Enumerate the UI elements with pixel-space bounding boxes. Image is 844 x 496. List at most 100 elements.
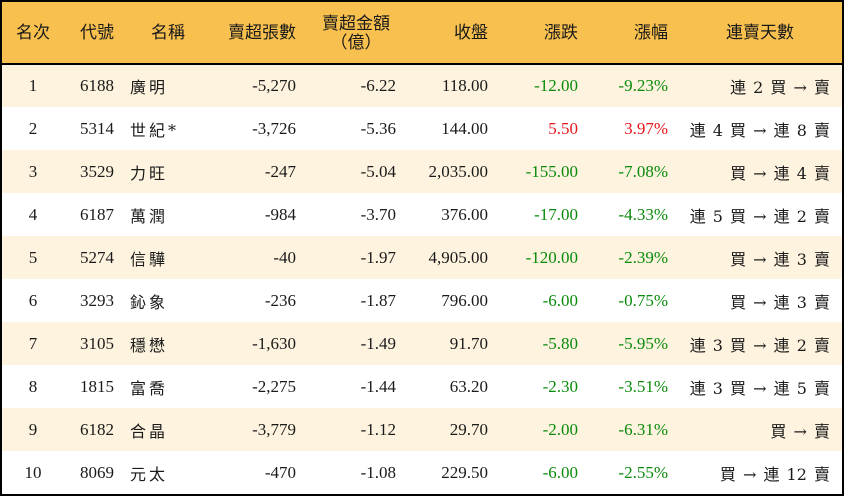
change-pct-cell: -4.33% — [618, 204, 668, 224]
header-close: 收盤 — [454, 23, 488, 42]
name-cell: 富喬 — [130, 378, 169, 398]
net-sell-lots-cell: -236 — [264, 290, 296, 310]
code-cell: 3105 — [80, 333, 114, 353]
change-cell: -6.00 — [542, 462, 578, 482]
rank-cell: 7 — [28, 333, 38, 353]
table-row: 9 6182 合晶 -3,779 -1.12 29.70 -2.00 -6.31… — [2, 408, 842, 451]
name-cell: 萬潤 — [130, 206, 169, 226]
change-cell: 5.50 — [548, 118, 578, 138]
net-sell-lots-cell: -247 — [264, 161, 296, 181]
header-net-sell-amount-line1: 賣超金額 — [322, 13, 390, 33]
code-cell: 5314 — [80, 118, 114, 138]
close-cell: 229.50 — [441, 462, 488, 482]
net-sell-amount-cell: -1.49 — [360, 333, 396, 353]
header-rank: 名次 — [16, 23, 50, 42]
header-code: 代號 — [80, 23, 114, 42]
close-cell: 796.00 — [441, 290, 488, 310]
rank-cell: 1 — [28, 76, 38, 95]
header-change: 漲跌 — [544, 23, 578, 42]
rank-cell: 2 — [28, 118, 38, 138]
close-cell: 376.00 — [441, 204, 488, 224]
change-pct-cell: -2.39% — [618, 247, 668, 267]
streak-cell: 買 → 連 4 賣 — [730, 163, 830, 183]
table-row: 1 6188 廣明 -5,270 -6.22 118.00 -12.00 -9.… — [2, 64, 842, 107]
net-sell-amount-cell: -6.22 — [360, 76, 396, 95]
header-net-sell-amount-line2: （億） — [330, 32, 382, 52]
rank-cell: 9 — [28, 419, 38, 439]
change-cell: -6.00 — [542, 290, 578, 310]
change-pct-cell: -3.51% — [618, 376, 668, 396]
code-cell: 3529 — [80, 161, 114, 181]
table-row: 6 3293 鈊象 -236 -1.87 796.00 -6.00 -0.75%… — [2, 279, 842, 322]
close-cell: 63.20 — [449, 376, 488, 396]
code-cell: 5274 — [80, 247, 114, 267]
name-cell: 廣明 — [130, 78, 169, 97]
change-cell: -2.30 — [542, 376, 578, 396]
code-cell: 1815 — [80, 376, 114, 396]
table-row: 10 8069 元太 -470 -1.08 229.50 -6.00 -2.55… — [2, 451, 842, 494]
name-cell: 元太 — [130, 464, 169, 484]
net-sell-lots-cell: -470 — [264, 462, 296, 482]
change-pct-cell: -9.23% — [618, 76, 668, 95]
close-cell: 2,035.00 — [428, 161, 489, 181]
change-pct-cell: -2.55% — [618, 462, 668, 482]
table-row: 3 3529 力旺 -247 -5.04 2,035.00 -155.00 -7… — [2, 150, 842, 193]
net-sell-amount-cell: -1.97 — [360, 247, 396, 267]
name-cell: 穩懋 — [130, 335, 169, 355]
rank-cell: 4 — [28, 204, 38, 224]
streak-cell: 連 3 買 → 連 5 賣 — [689, 378, 830, 398]
rank-cell: 3 — [28, 161, 38, 181]
close-cell: 29.70 — [449, 419, 488, 439]
code-cell: 6188 — [80, 76, 114, 95]
code-cell: 3293 — [80, 290, 114, 310]
header-streak: 連賣天數 — [726, 23, 794, 42]
streak-cell: 買 → 連 12 賣 — [719, 464, 830, 484]
net-sell-amount-cell: -3.70 — [360, 204, 396, 224]
change-pct-cell: -5.95% — [618, 333, 668, 353]
header-net-sell-amount: 賣超金額 （億） — [306, 2, 406, 64]
streak-cell: 連 4 買 → 連 8 賣 — [689, 120, 830, 140]
close-cell: 4,905.00 — [428, 247, 489, 267]
net-sell-lots-cell: -5,270 — [252, 76, 296, 95]
net-sell-amount-cell: -5.04 — [360, 161, 396, 181]
rank-cell: 10 — [24, 462, 42, 482]
code-cell: 6187 — [80, 204, 114, 224]
net-sell-amount-cell: -5.36 — [360, 118, 396, 138]
net-sell-lots-cell: -984 — [264, 204, 296, 224]
net-sell-lots-cell: -3,779 — [252, 419, 296, 439]
rank-cell: 8 — [28, 376, 38, 396]
change-pct-cell: -6.31% — [618, 419, 668, 439]
table-row: 4 6187 萬潤 -984 -3.70 376.00 -17.00 -4.33… — [2, 193, 842, 236]
code-cell: 8069 — [80, 462, 114, 482]
net-sell-amount-cell: -1.12 — [360, 419, 396, 439]
rank-cell: 6 — [28, 290, 38, 310]
header-net-sell-lots: 賣超張數 — [228, 23, 296, 42]
close-cell: 118.00 — [441, 76, 488, 95]
close-cell: 144.00 — [441, 118, 488, 138]
net-sell-amount-cell: -1.08 — [360, 462, 396, 482]
streak-cell: 買 → 連 3 賣 — [730, 249, 830, 269]
name-cell: 鈊象 — [130, 292, 169, 312]
name-cell: 力旺 — [130, 163, 169, 183]
streak-cell: 連 2 買 → 賣 — [730, 78, 830, 97]
change-cell: -120.00 — [525, 247, 578, 267]
table-row: 5 5274 信驊 -40 -1.97 4,905.00 -120.00 -2.… — [2, 236, 842, 279]
name-cell: 世紀* — [130, 120, 180, 140]
change-cell: -155.00 — [525, 161, 578, 181]
close-cell: 91.70 — [449, 333, 488, 353]
change-cell: -12.00 — [534, 76, 578, 95]
change-cell: -17.00 — [534, 204, 578, 224]
net-sell-amount-cell: -1.87 — [360, 290, 396, 310]
change-pct-cell: 3.97% — [624, 118, 668, 138]
net-sell-lots-cell: -2,275 — [252, 376, 296, 396]
net-sell-amount-cell: -1.44 — [360, 376, 396, 396]
header-name: 名稱 — [151, 23, 185, 42]
net-sell-lots-cell: -3,726 — [252, 118, 296, 138]
streak-cell: 連 5 買 → 連 2 賣 — [689, 206, 830, 226]
header-row: 名次 代號 名稱 賣超張數 賣超金額 （億） 收盤 漲跌 漲幅 連賣天數 — [2, 2, 842, 64]
table-row: 8 1815 富喬 -2,275 -1.44 63.20 -2.30 -3.51… — [2, 365, 842, 408]
table-row: 2 5314 世紀* -3,726 -5.36 144.00 5.50 3.97… — [2, 107, 842, 150]
net-sell-lots-cell: -1,630 — [252, 333, 296, 353]
